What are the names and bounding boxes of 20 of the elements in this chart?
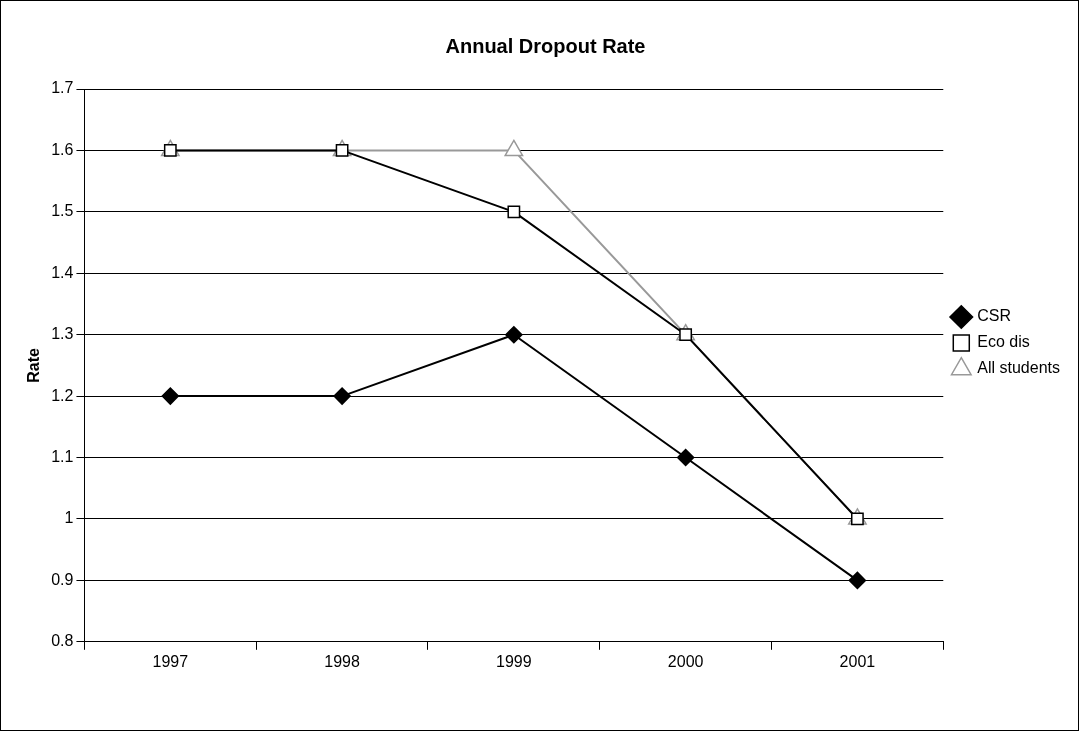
x-tick-label: 1997 <box>152 652 189 670</box>
y-axis-title: Rate <box>25 347 43 383</box>
y-tick-label: 1.2 <box>51 386 74 404</box>
x-tick-label: 2001 <box>839 652 876 670</box>
y-tick-label: 1.7 <box>51 79 74 97</box>
y-tick-label: 1.1 <box>51 447 74 465</box>
y-tick-label: 1.3 <box>51 325 74 343</box>
y-tick-label: 1.4 <box>51 263 74 281</box>
chart-title: Annual Dropout Rate <box>445 34 646 57</box>
y-tick-label: 0.8 <box>51 632 74 650</box>
legend-label: Eco dis <box>977 333 1030 351</box>
y-tick-label: 1.6 <box>51 140 74 158</box>
x-tick-label: 2000 <box>667 652 704 670</box>
legend-label: CSR <box>977 307 1012 325</box>
y-tick-label: 0.9 <box>51 570 74 588</box>
y-tick-label: 1 <box>64 509 74 527</box>
x-tick-label: 1999 <box>496 652 532 670</box>
y-tick-label: 1.5 <box>51 202 74 220</box>
x-tick-label: 1998 <box>324 652 360 670</box>
legend-label: All students <box>977 359 1061 377</box>
